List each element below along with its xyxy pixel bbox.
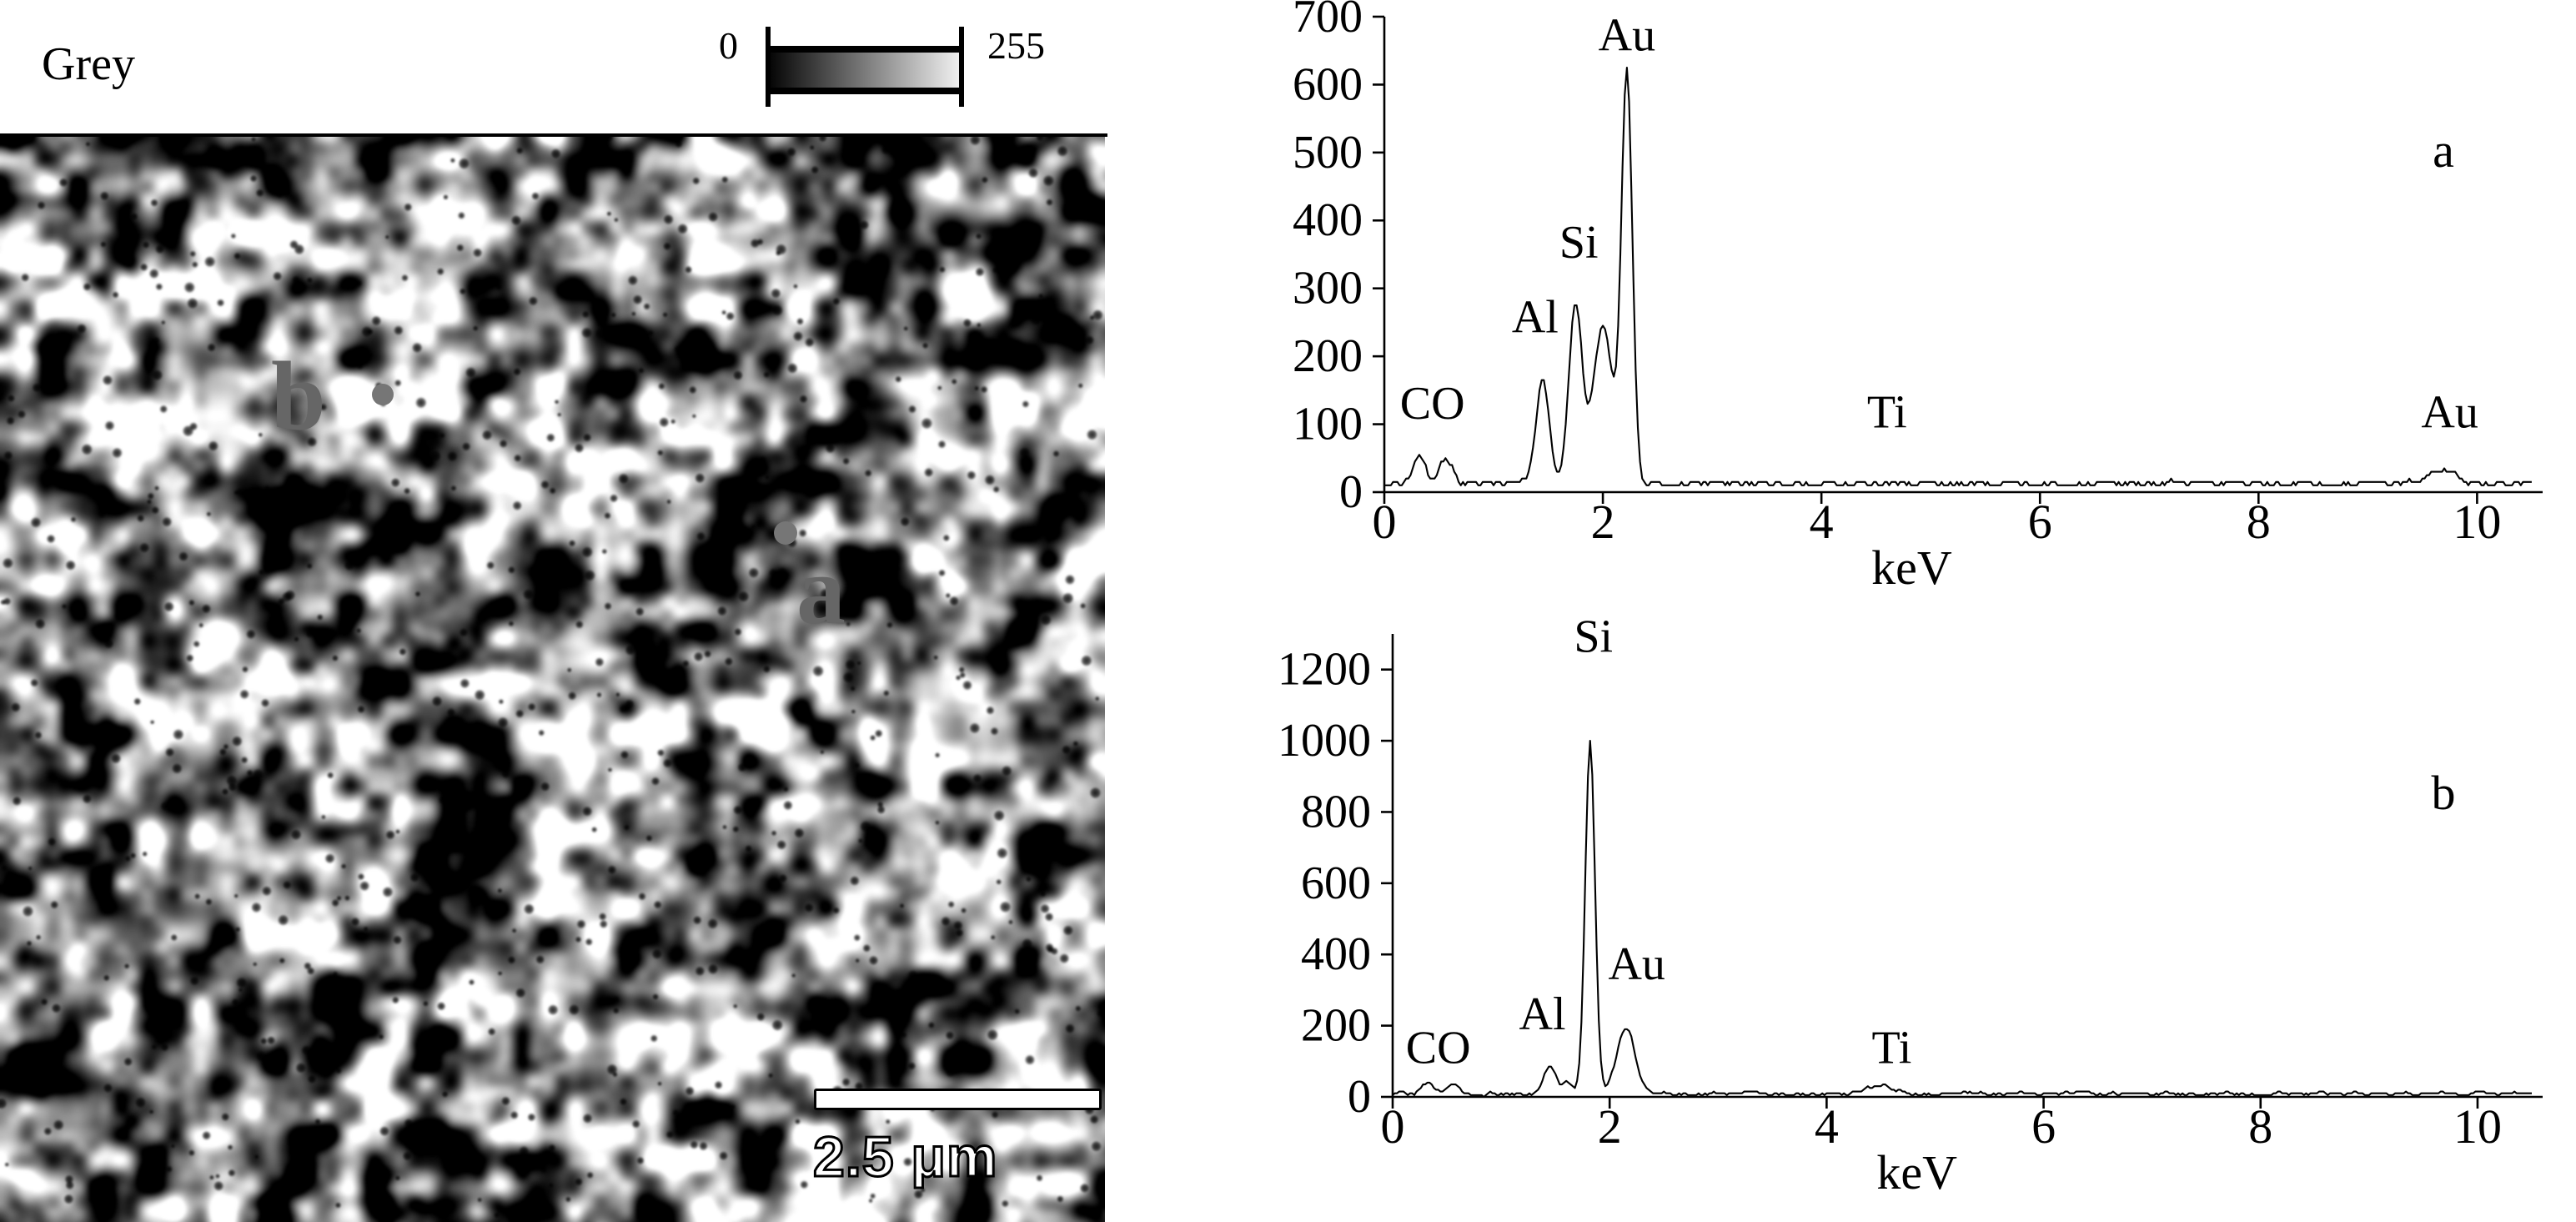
svg-text:2: 2: [1598, 1099, 1622, 1154]
svg-text:600: 600: [1293, 58, 1363, 110]
svg-text:CO: CO: [1406, 1022, 1471, 1074]
svg-text:400: 400: [1293, 194, 1363, 246]
svg-text:6: 6: [2028, 495, 2052, 549]
svg-text:2: 2: [1591, 495, 1615, 549]
svg-text:300: 300: [1293, 263, 1363, 314]
svg-text:200: 200: [1301, 1000, 1371, 1052]
svg-text:600: 600: [1301, 857, 1371, 909]
svg-text:4: 4: [1810, 495, 1834, 549]
svg-text:800: 800: [1301, 786, 1371, 837]
svg-text:a: a: [2433, 123, 2454, 178]
svg-text:Ti: Ti: [1867, 387, 1907, 439]
svg-text:200: 200: [1293, 330, 1363, 382]
svg-text:10: 10: [2453, 1099, 2502, 1154]
svg-text:100: 100: [1293, 398, 1363, 450]
svg-text:6: 6: [2031, 1099, 2056, 1154]
svg-text:Au: Au: [1608, 938, 1665, 990]
svg-text:700: 700: [1293, 0, 1363, 43]
svg-text:b: b: [2432, 766, 2456, 820]
svg-text:Au: Au: [1599, 10, 1655, 62]
svg-text:10: 10: [2453, 495, 2501, 549]
svg-text:Si: Si: [1559, 217, 1599, 269]
svg-text:8: 8: [2247, 495, 2271, 549]
svg-text:1000: 1000: [1278, 715, 1371, 767]
svg-text:500: 500: [1293, 127, 1363, 179]
svg-text:Au: Au: [2421, 387, 2478, 439]
svg-text:Si: Si: [1574, 611, 1613, 662]
svg-text:keV: keV: [1876, 1145, 1957, 1199]
svg-text:0: 0: [1381, 1099, 1405, 1154]
svg-text:Ti: Ti: [1872, 1022, 1912, 1074]
svg-text:0: 0: [1348, 1071, 1371, 1123]
svg-text:8: 8: [2248, 1099, 2272, 1154]
svg-text:Al: Al: [1519, 988, 1566, 1040]
svg-text:0: 0: [1373, 495, 1397, 549]
svg-text:CO: CO: [1400, 378, 1465, 430]
svg-text:1200: 1200: [1278, 644, 1371, 696]
svg-text:keV: keV: [1871, 541, 1952, 595]
svg-text:4: 4: [1815, 1099, 1839, 1154]
svg-text:400: 400: [1301, 928, 1371, 980]
svg-text:Al: Al: [1512, 292, 1559, 344]
svg-text:0: 0: [1339, 466, 1363, 518]
